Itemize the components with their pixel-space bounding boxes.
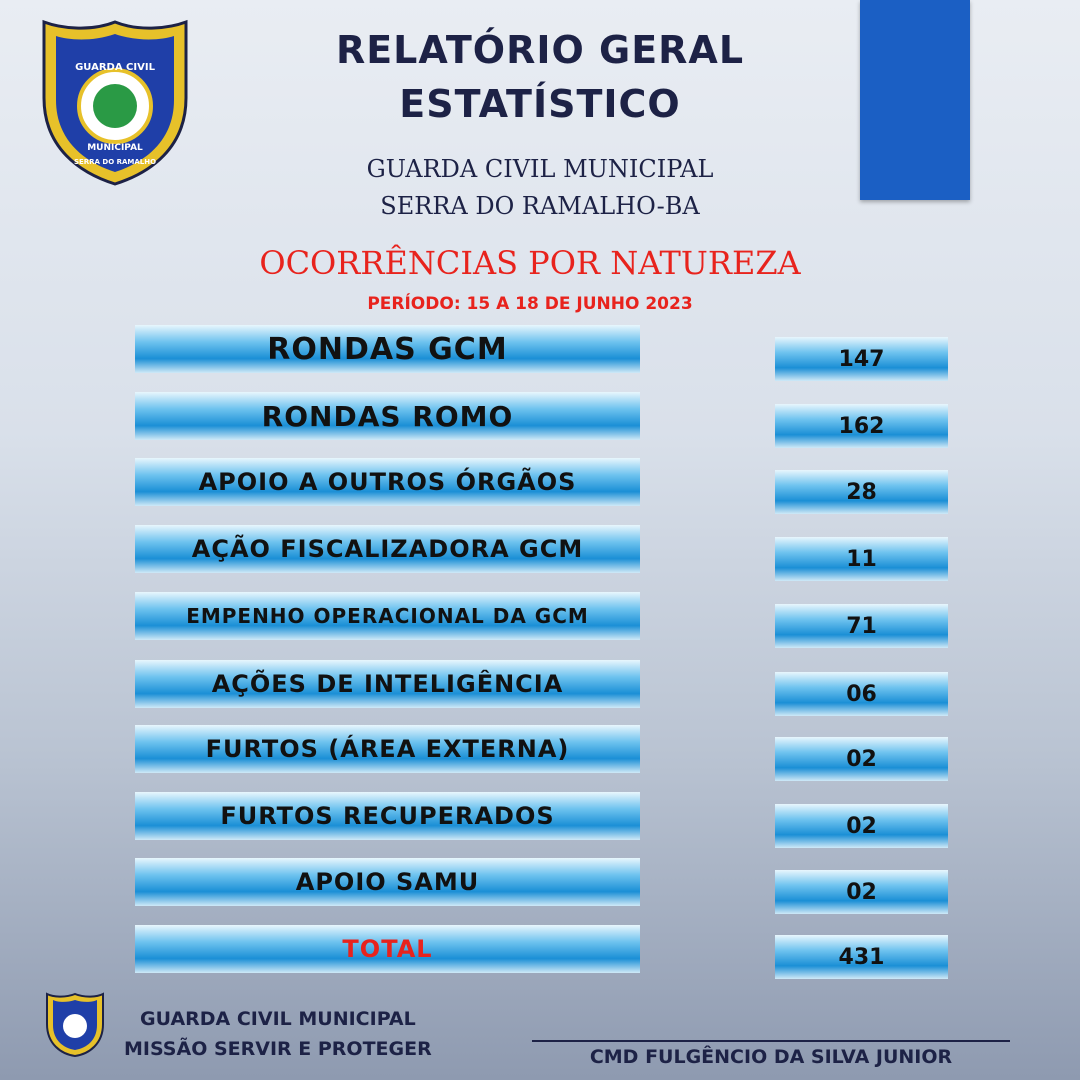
total-label: TOTAL (135, 925, 640, 973)
row-label: AÇÃO FISCALIZADORA GCM (135, 525, 640, 573)
decor-block (860, 0, 970, 200)
footer-org: GUARDA CIVIL MUNICIPAL (140, 1008, 416, 1030)
location: SERRA DO RAMALHO-BA (380, 192, 700, 220)
row-value: 02 (775, 870, 948, 914)
title: RELATÓRIO GERAL (335, 28, 745, 72)
row-label: AÇÕES DE INTELIGÊNCIA (135, 660, 640, 708)
section-title: OCORRÊNCIAS POR NATUREZA (259, 244, 801, 282)
total-value: 431 (775, 935, 948, 979)
organization: GUARDA CIVIL MUNICIPAL (366, 155, 714, 183)
footer-badge (46, 992, 104, 1058)
row-label: RONDAS ROMO (135, 392, 640, 440)
row-value: 28 (775, 470, 948, 514)
row-value: 02 (775, 804, 948, 848)
badge-text: GUARDA CIVIL (75, 62, 156, 73)
row-value: 71 (775, 604, 948, 648)
signature-line (532, 1040, 1010, 1042)
row-label: APOIO SAMU (135, 858, 640, 906)
period: PERÍODO: 15 A 18 DE JUNHO 2023 (367, 294, 693, 314)
title: ESTATÍSTICO (399, 82, 681, 126)
signature: CMD FULGÊNCIO DA SILVA JUNIOR (589, 1046, 953, 1068)
row-value: 147 (775, 337, 948, 381)
row-label: FURTOS RECUPERADOS (135, 792, 640, 840)
row-value: 06 (775, 672, 948, 716)
badge: GUARDA CIVIL MUNICIPAL SERRA DO RAMALHO (42, 19, 188, 186)
row-label: APOIO A OUTROS ÓRGÃOS (135, 458, 640, 506)
row-value: 162 (775, 404, 948, 448)
row-label: FURTOS (ÁREA EXTERNA) (135, 725, 640, 773)
row-value: 02 (775, 737, 948, 781)
row-value: 11 (775, 537, 948, 581)
footer-motto: MISSÃO SERVIR E PROTEGER (124, 1038, 432, 1060)
row-label: RONDAS GCM (135, 325, 640, 373)
badge-text: SERRA DO RAMALHO (74, 158, 156, 166)
badge-text: MUNICIPAL (87, 143, 143, 153)
row-label: EMPENHO OPERACIONAL DA GCM (135, 592, 640, 640)
